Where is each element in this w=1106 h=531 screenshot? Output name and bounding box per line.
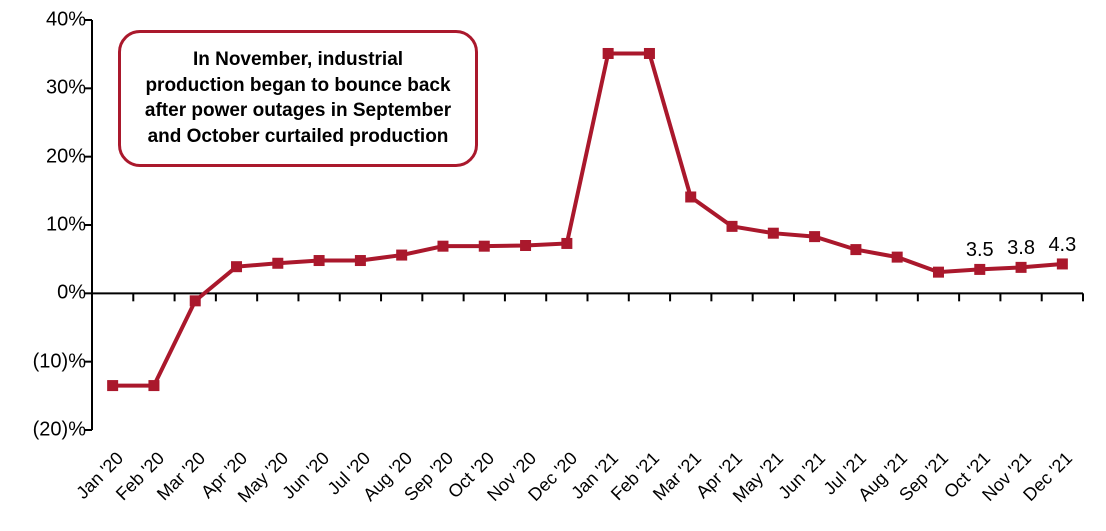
data-marker	[686, 192, 696, 202]
data-marker	[1016, 262, 1026, 272]
data-marker	[562, 238, 572, 248]
data-marker	[521, 241, 531, 251]
data-marker	[479, 241, 489, 251]
y-axis-tick-label: 20%	[46, 145, 86, 168]
data-marker	[727, 221, 737, 231]
data-point-label: 4.3	[1048, 234, 1076, 257]
data-marker	[355, 256, 365, 266]
data-marker	[851, 245, 861, 255]
data-marker	[314, 256, 324, 266]
data-marker	[397, 250, 407, 260]
y-axis-tick-label: 30%	[46, 77, 86, 100]
data-marker	[1057, 259, 1067, 269]
y-axis-tick-label: (20)%	[33, 419, 86, 442]
data-point-label: 3.5	[966, 239, 994, 262]
data-marker	[933, 267, 943, 277]
y-axis-tick-label: 40%	[46, 9, 86, 32]
data-point-label: 3.8	[1007, 237, 1035, 260]
data-marker	[438, 241, 448, 251]
data-marker	[603, 48, 613, 58]
data-marker	[149, 381, 159, 391]
data-marker	[108, 381, 118, 391]
data-marker	[768, 228, 778, 238]
y-axis-tick-label: (10)%	[33, 350, 86, 373]
data-marker	[644, 48, 654, 58]
y-axis-tick-label: 10%	[46, 214, 86, 237]
y-axis-tick-label: 0%	[57, 282, 86, 305]
line-chart: (20)%(10)%0%10%20%30%40%Jan '20Feb '20Ma…	[0, 0, 1106, 531]
data-marker	[273, 258, 283, 268]
data-marker	[892, 252, 902, 262]
callout-annotation: In November, industrial production began…	[118, 30, 478, 167]
data-marker	[810, 232, 820, 242]
data-marker	[190, 296, 200, 306]
data-marker	[975, 264, 985, 274]
data-marker	[232, 262, 242, 272]
